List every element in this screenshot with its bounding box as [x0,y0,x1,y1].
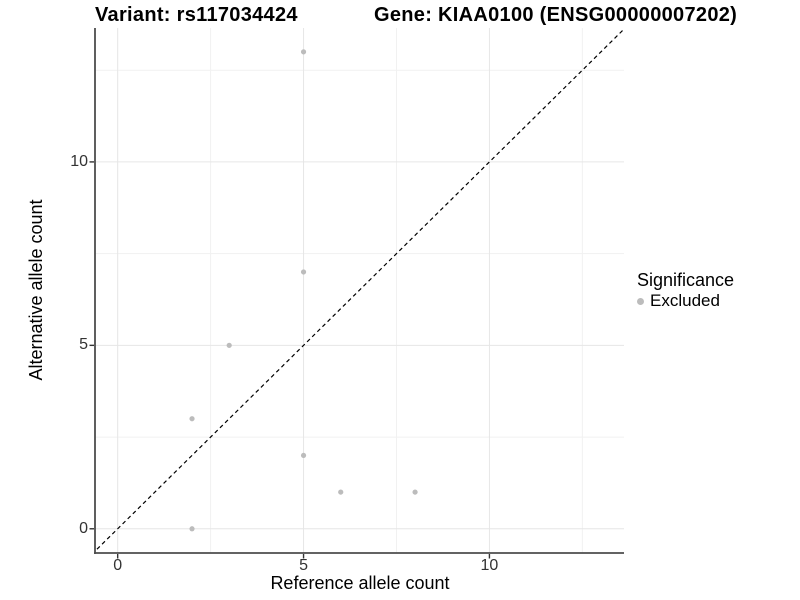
data-point [338,489,344,495]
legend-items: Excluded [637,291,734,311]
y-tick-label: 5 [79,336,88,354]
data-point [300,269,307,275]
plot-title-variant: Variant: rs117034424 [95,4,298,26]
data-point [300,49,307,55]
identity-reference-line [95,28,624,553]
x-tick-label: 5 [299,557,308,574]
legend-item-label: Excluded [650,291,720,310]
plot-title-gene: Gene: KIAA0100 (ENSG00000007202) [374,4,738,26]
data-point [189,416,195,422]
legend-key-dot-icon [637,297,644,305]
data-point [300,452,307,459]
data-point [226,342,232,348]
x-tick-label: 0 [113,557,123,574]
legend: Significance Excluded [637,270,734,311]
legend-item: Excluded [637,291,734,311]
x-tick-label: 10 [480,557,499,574]
data-point [189,526,195,532]
legend-title: Significance [637,270,735,290]
y-tick-label: 0 [79,519,88,537]
y-axis-title: Alternative allele count [26,199,46,381]
data-point [412,489,418,495]
y-tick-label: 10 [70,152,88,170]
x-axis-title: Reference allele count [270,573,450,593]
